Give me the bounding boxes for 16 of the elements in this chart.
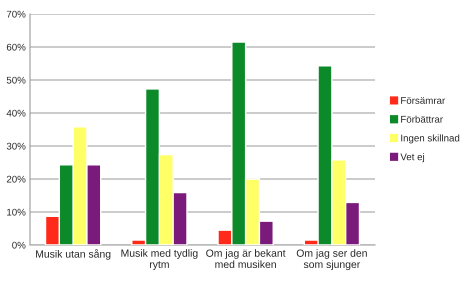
y-tick-label: 20% — [6, 176, 26, 183]
y-tick-label: 50% — [6, 76, 26, 84]
y-tick-label: 10% — [7, 208, 26, 216]
x-tick-label: Om jag är bekant med musiken — [206, 249, 286, 268]
y-tick-label: 70% — [6, 10, 26, 18]
y-tick-label: 40% — [6, 110, 26, 117]
legend-label: Förbättrar — [401, 116, 443, 123]
legend-label: Försämrar — [401, 97, 446, 104]
y-tick-label: 30% — [6, 142, 26, 150]
x-tick-label: Musik utan sång — [36, 249, 110, 260]
y-tick-label: 60% — [6, 44, 26, 51]
legend-label: Vet ej — [400, 153, 424, 162]
x-tick-label: Musik med tydlig rytm — [121, 249, 198, 270]
y-tick-label: 0% — [12, 242, 26, 249]
x-tick-label: Om jag ser den som sjunger — [296, 249, 367, 270]
legend-label: Ingen skillnad — [401, 134, 460, 144]
